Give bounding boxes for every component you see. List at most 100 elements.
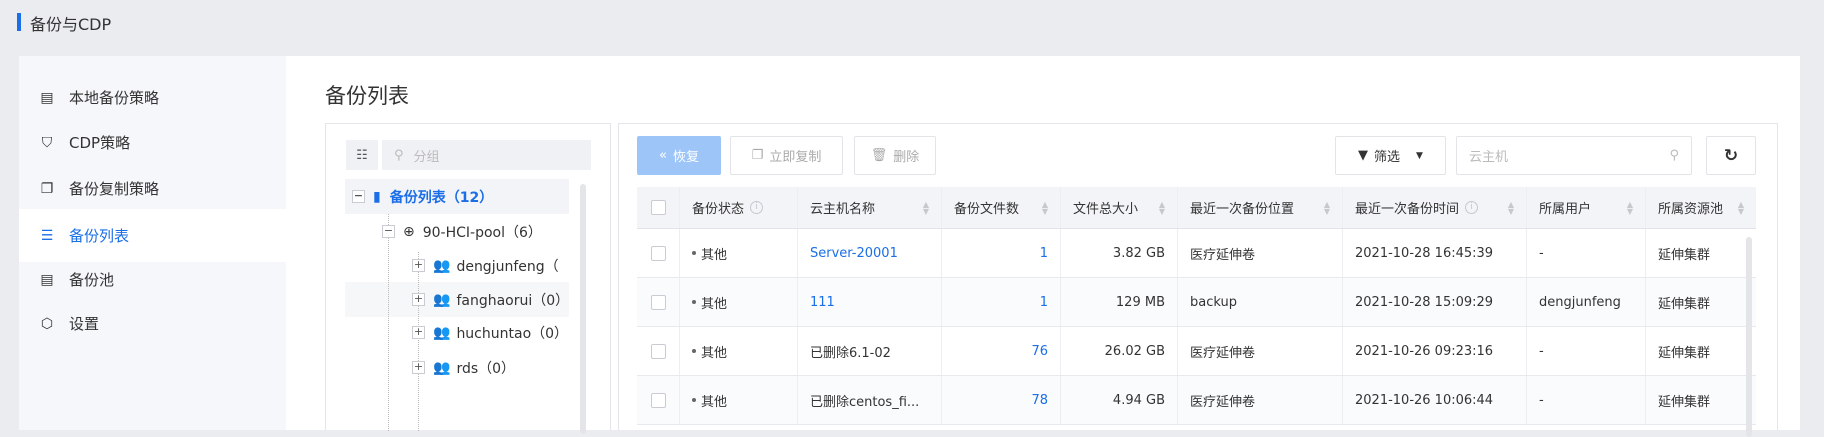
caret-down-icon: ▼ <box>1416 150 1423 161</box>
sidebar: ▤ 本地备份策略 ⛉ CDP策略 ❐ 备份复制策略 ☰ 备份列表 ▤ 备份池 ⬡ 设置 <box>19 56 286 430</box>
user-cell: - <box>1527 327 1646 375</box>
status-text: 其他 <box>701 296 728 312</box>
filter-dropdown[interactable]: ▼ 筛选 ▼ <box>1335 136 1446 175</box>
col-status[interactable]: 备份状态 i <box>680 187 798 228</box>
sidebar-item-local-backup-policy[interactable]: ▤ 本地备份策略 <box>19 71 286 124</box>
table-row[interactable]: 其他 111 1 129 MB backup 2021-10-28 15:09:29 den… <box>637 278 1756 327</box>
sidebar-item-backup-pool[interactable]: ▤ 备份池 <box>19 253 286 306</box>
status-dot-icon <box>692 251 696 255</box>
size-cell: 3.82 GB <box>1061 229 1178 277</box>
size-text: 4.94 GB <box>1112 392 1165 408</box>
copy-icon: ❐ <box>751 148 764 163</box>
tree-node-user[interactable]: + 👥 dengjunfeng（ <box>412 248 559 283</box>
expand-icon[interactable]: + <box>412 360 425 374</box>
top-bar: 备份与CDP <box>0 0 1824 48</box>
table-scrollbar[interactable] <box>1746 237 1752 437</box>
tree-toggle-button[interactable]: ☷ <box>346 140 378 170</box>
pool-cell: 延伸集群 <box>1646 229 1756 277</box>
tree-node-pool[interactable]: − ⊕ 90-HCI-pool（6） <box>382 214 542 249</box>
table-row[interactable]: 其他 已删除6.1-02 76 26.02 GB 医疗延伸卷 2021-10-26 09:… <box>637 327 1756 376</box>
filter-icon: ▼ <box>1358 148 1369 163</box>
file-count-cell[interactable]: 1 <box>942 278 1061 326</box>
select-cell <box>637 376 680 424</box>
tree-scrollbar[interactable] <box>580 184 586 434</box>
tree-node-label: rds（0） <box>456 360 516 377</box>
file-count-link[interactable]: 76 <box>1031 343 1048 359</box>
sidebar-item-settings[interactable]: ⬡ 设置 <box>19 297 286 350</box>
col-resource-pool[interactable]: 所属资源池 ▲ ▼ <box>1646 187 1756 228</box>
sort-icon[interactable]: ▲ ▼ <box>1323 199 1330 216</box>
expand-icon[interactable]: + <box>412 292 425 306</box>
time-cell: 2021-10-26 10:06:44 <box>1343 376 1527 424</box>
row-checkbox[interactable] <box>650 392 666 408</box>
sort-icon[interactable]: ▲ ▼ <box>1626 199 1633 216</box>
sidebar-item-cdp-policy[interactable]: ⛉ CDP策略 <box>19 116 286 169</box>
col-last-time[interactable]: 最近一次备份时间 i ▲ ▼ <box>1343 187 1527 228</box>
file-count-link[interactable]: 1 <box>1039 294 1048 310</box>
col-label: 最近一次备份位置 <box>1190 202 1295 217</box>
info-icon[interactable]: i <box>1465 201 1479 214</box>
collapse-icon[interactable]: − <box>382 224 395 238</box>
vm-name[interactable]: Server-20001 <box>810 245 898 261</box>
user-group-icon: 👥 <box>433 324 451 341</box>
expand-icon[interactable]: + <box>412 258 425 272</box>
table-row[interactable]: 其他 已删除centos_fi... 78 4.94 GB 医疗延伸卷 2021-10-2… <box>637 376 1756 425</box>
delete-button[interactable]: 🗑 删除 <box>854 136 936 175</box>
file-count-link[interactable]: 78 <box>1031 392 1048 408</box>
sidebar-item-backup-list[interactable]: ☰ 备份列表 <box>19 209 286 262</box>
status-text: 其他 <box>701 394 728 410</box>
sort-icon[interactable]: ▲ ▼ <box>1158 199 1165 216</box>
user-cell: - <box>1527 229 1646 277</box>
col-file-count[interactable]: 备份文件数 ▲ ▼ <box>942 187 1061 228</box>
vm-name[interactable]: 111 <box>810 294 835 310</box>
tree-node-label: huchuntao（0） <box>456 325 569 342</box>
col-total-size[interactable]: 文件总大小 ▲ ▼ <box>1061 187 1178 228</box>
col-last-location[interactable]: 最近一次备份位置 ▲ ▼ <box>1178 187 1343 228</box>
vm-name-cell: 已删除6.1-02 <box>798 327 942 375</box>
select-all-checkbox[interactable] <box>650 200 666 215</box>
sidebar-item-label: 备份列表 <box>69 227 130 245</box>
user-group-icon: 👥 <box>433 359 451 376</box>
file-count-cell[interactable]: 76 <box>942 327 1061 375</box>
row-checkbox[interactable] <box>650 294 666 310</box>
file-count-cell[interactable]: 78 <box>942 376 1061 424</box>
user-text: - <box>1539 343 1544 359</box>
vm-search-input[interactable]: 云主机 ⚲ <box>1456 136 1692 175</box>
tree-node-user[interactable]: + 👥 fanghaorui（0） <box>412 282 569 317</box>
col-label: 备份状态 <box>692 202 745 217</box>
copy-now-button[interactable]: ❐ 立即复制 <box>730 136 843 175</box>
location-cell: 医疗延伸卷 <box>1178 376 1343 424</box>
vm-name: 已删除6.1-02 <box>810 345 891 361</box>
sidebar-item-backup-copy-policy[interactable]: ❐ 备份复制策略 <box>19 162 286 215</box>
restore-label: 恢复 <box>672 150 699 165</box>
file-count-cell[interactable]: 1 <box>942 229 1061 277</box>
sort-icon[interactable]: ▲ ▼ <box>1737 199 1744 216</box>
restore-button[interactable]: « 恢复 <box>637 136 721 175</box>
info-icon[interactable]: i <box>750 201 764 214</box>
sort-icon[interactable]: ▲ ▼ <box>922 199 929 216</box>
collapse-icon[interactable]: − <box>352 189 365 203</box>
row-checkbox[interactable] <box>650 343 666 359</box>
tree-node-root[interactable]: − ▮ 备份列表（12） <box>352 179 493 214</box>
expand-icon[interactable]: + <box>412 325 425 339</box>
table-row[interactable]: 其他 Server-20001 1 3.82 GB 医疗延伸卷 2021-10-28 16… <box>637 229 1756 278</box>
vm-name-cell[interactable]: 111 <box>798 278 942 326</box>
sort-icon[interactable]: ▲ ▼ <box>1041 199 1048 216</box>
vm-name-cell[interactable]: Server-20001 <box>798 229 942 277</box>
col-user[interactable]: 所属用户 ▲ ▼ <box>1527 187 1646 228</box>
user-text: - <box>1539 392 1544 408</box>
refresh-button[interactable]: ↻ <box>1706 136 1756 175</box>
group-search-input[interactable]: ⚲ 分组 <box>382 140 591 170</box>
select-cell <box>637 327 680 375</box>
copy-icon: ❐ <box>40 180 54 197</box>
sort-icon[interactable]: ▲ ▼ <box>1507 199 1514 216</box>
col-vm-name[interactable]: 云主机名称 ▲ ▼ <box>798 187 942 228</box>
file-count-link[interactable]: 1 <box>1039 245 1048 261</box>
app-title: 备份与CDP <box>30 15 112 34</box>
tree-node-user[interactable]: + 👥 rds（0） <box>412 350 515 385</box>
pool-cell: 延伸集群 <box>1646 278 1756 326</box>
tree-node-label: fanghaorui（0） <box>456 292 570 309</box>
row-checkbox[interactable] <box>650 245 666 261</box>
tree-node-user[interactable]: + 👥 huchuntao（0） <box>412 315 568 350</box>
select-cell <box>637 278 680 326</box>
